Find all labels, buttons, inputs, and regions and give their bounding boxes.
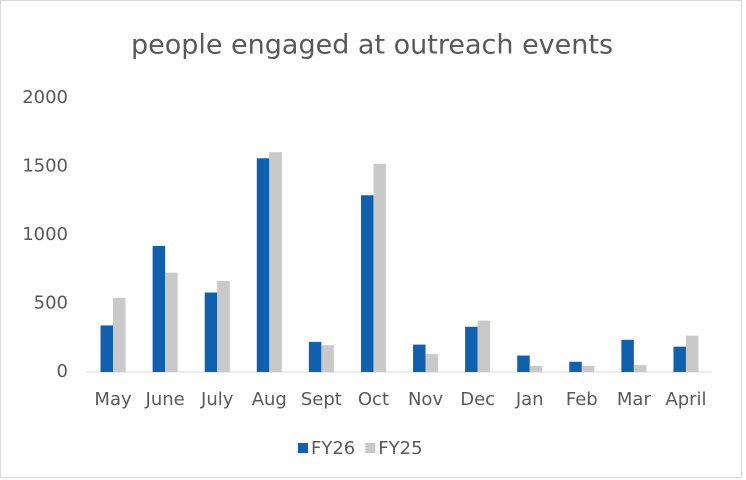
x-tick-label: Oct bbox=[358, 389, 389, 410]
y-tick-label: 1500 bbox=[22, 156, 68, 177]
bar bbox=[152, 245, 166, 372]
bar bbox=[685, 335, 699, 372]
bar bbox=[204, 292, 218, 372]
bar bbox=[517, 355, 530, 372]
x-tick-label: Jan bbox=[515, 389, 544, 410]
bar bbox=[413, 344, 426, 372]
y-tick-label: 0 bbox=[57, 361, 68, 382]
bar bbox=[308, 341, 322, 372]
x-tick-label: Sept bbox=[301, 389, 342, 410]
bar bbox=[477, 320, 491, 372]
bar bbox=[269, 152, 282, 372]
x-tick-label: Aug bbox=[252, 389, 287, 410]
x-tick-label: Mar bbox=[617, 389, 652, 410]
bar bbox=[217, 280, 230, 372]
chart-title: people engaged at outreach events bbox=[131, 30, 613, 61]
legend-label: FY26 bbox=[311, 438, 355, 459]
x-tick-label: May bbox=[94, 389, 132, 410]
bar bbox=[569, 361, 582, 372]
x-tick-label: July bbox=[200, 389, 234, 410]
legend-label: FY25 bbox=[378, 438, 422, 459]
bar bbox=[321, 345, 334, 372]
bar bbox=[360, 195, 374, 372]
x-tick-label: Feb bbox=[566, 389, 598, 410]
bar bbox=[425, 354, 439, 372]
bar bbox=[165, 272, 178, 372]
bar bbox=[529, 365, 543, 372]
bar bbox=[633, 365, 647, 372]
x-tick-label: April bbox=[665, 389, 706, 410]
x-tick-label: June bbox=[145, 389, 185, 410]
x-tick-label: Dec bbox=[460, 389, 495, 410]
bar bbox=[256, 158, 270, 372]
bar bbox=[100, 325, 114, 372]
bar bbox=[465, 326, 478, 372]
y-tick-label: 1000 bbox=[22, 224, 68, 245]
legend-swatch bbox=[365, 443, 376, 453]
bar bbox=[373, 163, 386, 372]
bar bbox=[581, 365, 595, 372]
bar bbox=[621, 339, 634, 372]
y-tick-label: 2000 bbox=[22, 87, 68, 108]
y-tick-label: 500 bbox=[34, 293, 68, 314]
legend-swatch bbox=[298, 443, 308, 453]
x-tick-label: Nov bbox=[408, 389, 443, 410]
bar bbox=[113, 298, 126, 372]
bar bbox=[673, 346, 686, 372]
